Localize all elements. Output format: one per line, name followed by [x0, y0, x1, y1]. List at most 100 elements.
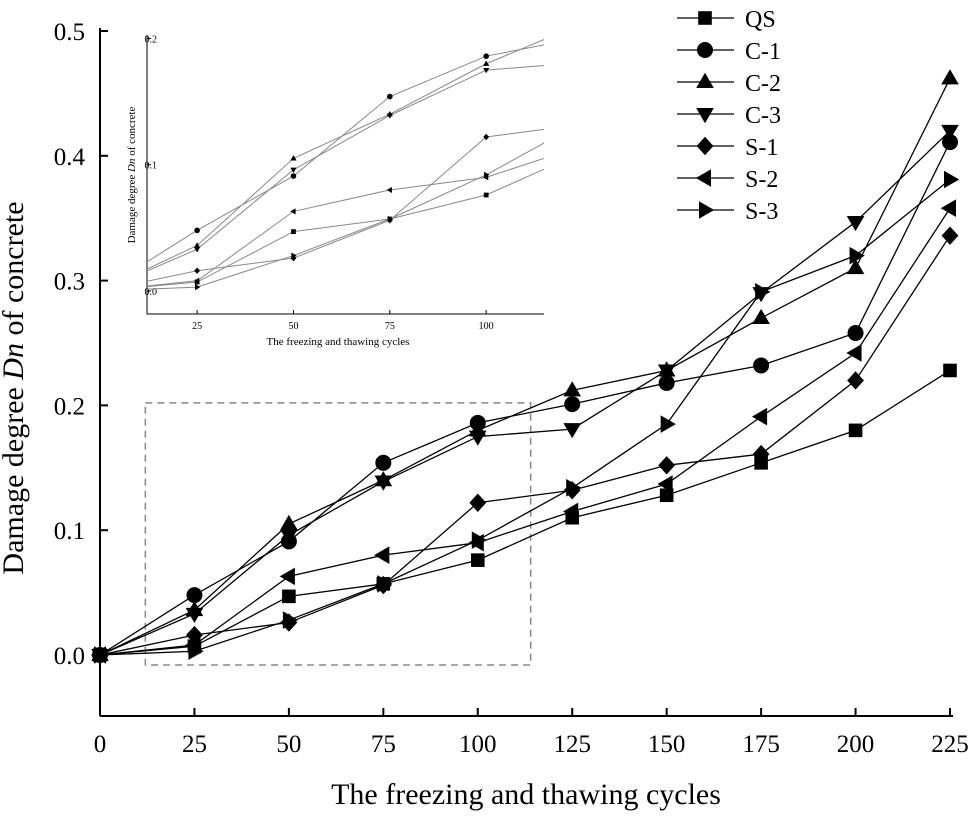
data-point-qs [943, 363, 957, 378]
inset-y-axis-title-prefix: Damage degree [126, 172, 138, 243]
data-point-c-3 [563, 423, 582, 439]
inset-y-axis-title: Damage degree Dn of concrete [126, 106, 138, 243]
data-point-s-3 [944, 170, 960, 189]
data-point-c-3 [846, 215, 865, 232]
data-point-s-3 [849, 246, 865, 265]
legend-entry-c-2: C-2 [677, 71, 781, 97]
data-point-s-2 [657, 475, 673, 493]
series-c-1 [92, 134, 958, 663]
inset-data-point-c-2 [194, 242, 201, 248]
data-point-c-3 [941, 124, 959, 141]
data-point-s-2 [374, 546, 390, 564]
inset-chart: 0.0 0.1 0.2 25 50 75 100 The freezing and tha… [120, 14, 550, 354]
x-axis-title: The freezing and thawing cycles [331, 778, 721, 811]
inset-data-point-c-2 [290, 155, 297, 161]
data-point-s-2 [279, 567, 295, 586]
main-y-tick-label: 0.2 [54, 393, 85, 420]
inset-data-point-c-1 [483, 53, 489, 59]
data-point-s-1 [847, 371, 864, 390]
inset-series-group [147, 38, 544, 291]
y-axis-title-italic: Dn [0, 343, 30, 381]
inset-data-point-s-2 [386, 186, 392, 194]
data-point-s-2 [751, 407, 768, 426]
data-point-c-3 [657, 364, 676, 380]
data-point-s-1 [469, 493, 487, 512]
data-point-c-1 [753, 357, 770, 374]
data-point-s-3 [188, 642, 204, 661]
series-qs [93, 363, 957, 662]
inset-series-line-s-1 [147, 128, 544, 282]
inset-y-axis-title-italic: Dn [126, 158, 138, 173]
series-line-s-1 [99, 235, 951, 656]
main-y-ticks: 0.0 0.1 0.2 0.3 0.4 0.5 [54, 19, 108, 670]
data-point-s-3 [282, 611, 299, 629]
inset-series-line-qs [147, 168, 544, 288]
series-line-s-2 [99, 207, 951, 656]
data-point-s-3 [566, 478, 582, 497]
data-point-s-1 [941, 226, 959, 245]
main-x-tick-label: 75 [371, 731, 396, 758]
legend-label-s-1: S-1 [745, 135, 778, 161]
main-x-tick-label: 225 [931, 731, 969, 758]
data-point-c-1 [186, 587, 203, 604]
inset-data-point-s-2 [193, 277, 200, 284]
inset-data-point-c-3 [194, 247, 201, 253]
data-point-s-1 [752, 444, 770, 464]
main-x-tick-label: 50 [276, 731, 301, 758]
series-line-c-3 [99, 130, 951, 656]
data-point-c-2 [563, 381, 582, 397]
inset-data-point-s-2 [290, 208, 296, 215]
inset-data-point-c-1 [290, 173, 297, 179]
data-point-c-1 [942, 134, 958, 151]
main-y-tick-label: 0.5 [54, 19, 85, 46]
inset-data-point-s-1 [194, 267, 201, 274]
main-x-tick-label: 0 [94, 731, 107, 758]
legend-label-c-3: C-3 [745, 103, 781, 129]
legend-entry-s-3: S-3 [677, 199, 778, 225]
data-point-c-2 [752, 308, 770, 325]
series-line-qs [99, 369, 951, 656]
inset-series-c-1 [147, 44, 544, 263]
y-axis-title-suffix: of concrete [0, 201, 30, 343]
legend-marker-s-2 [695, 169, 711, 187]
inset-x-tick-label: 100 [479, 321, 494, 332]
inset-data-point-qs [291, 229, 296, 234]
data-point-c-2 [846, 258, 865, 275]
inset-y-tick-label: 0.0 [145, 287, 158, 298]
main-y-tick-label: 0.4 [54, 144, 86, 171]
legend-entry-c-3: C-3 [677, 103, 781, 129]
data-point-s-3 [755, 283, 771, 301]
y-axis-title-prefix: Damage degree [0, 380, 30, 575]
inset-x-tick-label: 25 [192, 321, 202, 332]
inset-series-c-3 [147, 65, 544, 272]
data-point-c-1 [847, 325, 864, 342]
inset-series-line-s-2 [147, 157, 544, 287]
legend-entry-s-2: S-2 [677, 167, 778, 193]
inset-data-point-s-3 [195, 284, 201, 291]
main-series-group [90, 69, 960, 665]
legend-label-c-2: C-2 [745, 71, 781, 97]
inset-data-point-qs [483, 192, 489, 198]
main-y-tick-label: 0.0 [54, 643, 85, 670]
data-point-c-3 [374, 475, 393, 491]
inset-data-point-c-3 [483, 67, 490, 74]
data-point-qs [470, 553, 485, 567]
data-point-s-3 [471, 531, 487, 549]
legend-entry-qs: QS [677, 7, 776, 33]
legend-marker-c-1 [697, 42, 713, 58]
main-x-tick-label: 200 [837, 731, 875, 758]
inset-y-tick-label: 0.2 [145, 35, 158, 46]
legend: QS C-1 C-2 C-3 S-1 S-2 S-3 [677, 7, 781, 225]
inset-data-point-c-3 [386, 113, 393, 119]
legend-marker-s-1 [696, 136, 714, 156]
inset-data-point-s-1 [483, 133, 490, 141]
inset-series-line-c-3 [147, 65, 544, 272]
inset-x-tick-label: 50 [288, 321, 298, 332]
inset-series-line-c-1 [147, 44, 544, 263]
legend-entry-s-1: S-1 [677, 135, 778, 161]
zoom-highlight-box [144, 402, 532, 666]
data-point-c-3 [185, 607, 204, 624]
legend-marker-c-3 [696, 108, 714, 124]
legend-marker-s-3 [699, 201, 715, 219]
